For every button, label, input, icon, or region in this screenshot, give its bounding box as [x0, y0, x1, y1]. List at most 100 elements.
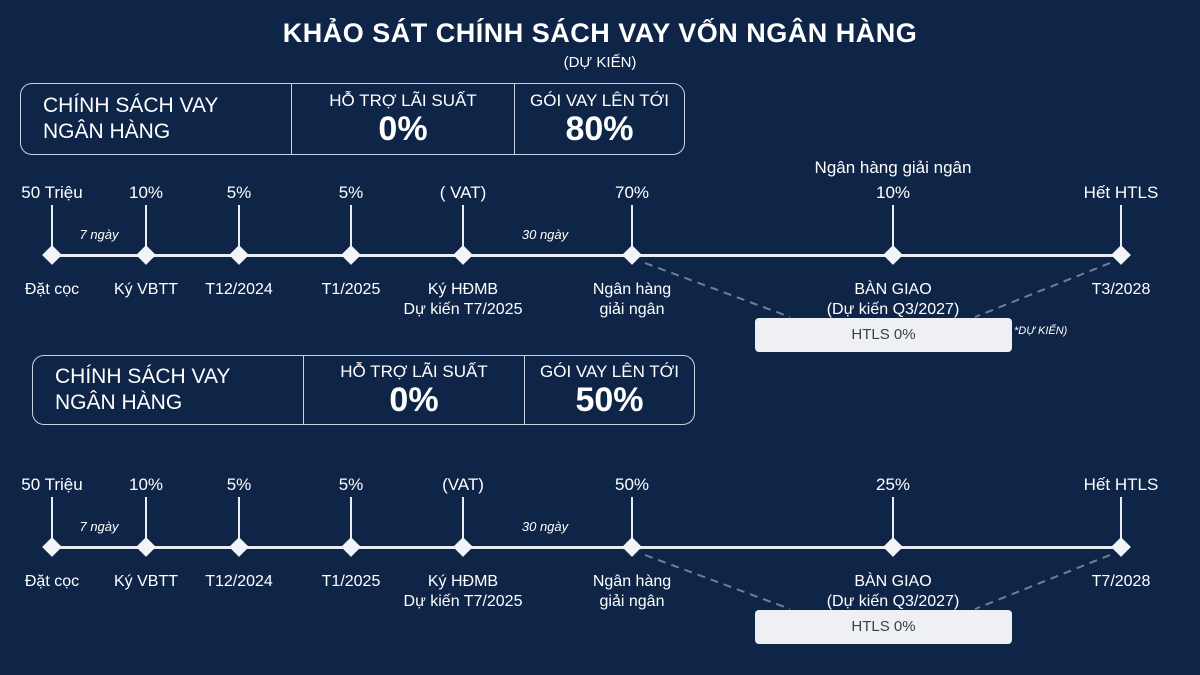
loan-package: GÓI VAY LÊN TỚI 80% [514, 84, 684, 154]
milestone-bottom-line: Ngân hàng [592, 573, 672, 590]
milestone-bottom-line: BÀN GIAO [854, 573, 932, 590]
milestone-bottom-line: (Dự kiến Q3/2027) [826, 301, 960, 318]
milestone-bottom-line: Đặt cọc [24, 573, 80, 590]
milestone-stem [462, 497, 464, 547]
milestone-bottom-label: T3/2028 [1092, 280, 1151, 300]
milestone-stem [462, 205, 464, 255]
milestone-bottom-label: T12/2024 [205, 280, 273, 300]
milestone-stem [238, 497, 240, 547]
milestone-stem [51, 497, 53, 547]
milestone-bottom-label: Ký HĐMB Dự kiến T7/2025 [404, 280, 523, 320]
milestone-top-label: 10% [128, 475, 164, 494]
milestone-bottom-line: T12/2024 [205, 573, 273, 590]
milestone-stem [631, 497, 633, 547]
milestone-top-label: 50% [614, 475, 650, 494]
milestone-bottom-line: T7/2028 [1091, 573, 1151, 590]
milestone-stem [631, 205, 633, 255]
milestone-top-label: 50 Triệu [21, 183, 83, 202]
milestone-bottom-line: T1/2025 [321, 281, 381, 298]
milestone-bottom-label: Ngân hàng giải ngân [593, 280, 671, 320]
htls-box: HTLS 0% [755, 318, 1012, 352]
milestone-top-extra: Ngân hàng giải ngân [814, 158, 972, 177]
dashed-line [974, 554, 1111, 610]
dashed-line [974, 262, 1111, 318]
policy-box: CHÍNH SÁCH VAY NGÂN HÀNG HỖ TRỢ LÃI SUẤT 0%… [32, 355, 695, 425]
milestone-bottom-line: Đặt cọc [24, 281, 80, 298]
milestone-stem [350, 205, 352, 255]
milestone-top-label: 25% [875, 475, 911, 494]
milestone-top-label: 70% [614, 183, 650, 202]
interest-support: HỖ TRỢ LÃI SUẤT 0% [303, 356, 524, 424]
gap-30-days: 30 ngày [521, 519, 569, 534]
milestone-top-label: 5% [338, 183, 364, 202]
timeline-line [52, 546, 1121, 549]
loan-package: GÓI VAY LÊN TỚI 50% [524, 356, 694, 424]
page-title: KHẢO SÁT CHÍNH SÁCH VAY VỐN NGÂN HÀNG [282, 18, 918, 48]
loan-package-label: GÓI VAY LÊN TỚI [530, 91, 669, 110]
policy-title: CHÍNH SÁCH VAY NGÂN HÀNG [21, 84, 291, 154]
milestone-stem [51, 205, 53, 255]
milestone-bottom-line: Ký HĐMB [427, 281, 499, 298]
milestone-bottom-line: Ký VBTT [113, 573, 179, 590]
milestone-bottom-line: Dự kiến T7/2025 [403, 593, 523, 610]
milestone-bottom-label: T1/2025 [322, 280, 381, 300]
milestone-bottom-label: Ký VBTT [114, 572, 178, 592]
milestone-bottom-line: Ngân hàng [592, 281, 672, 298]
milestone-bottom-line: Ký VBTT [113, 281, 179, 298]
dashed-line [644, 262, 791, 318]
milestone-bottom-label: Ngân hàng giải ngân [593, 572, 671, 612]
interest-support-label: HỖ TRỢ LÃI SUẤT [340, 362, 488, 381]
milestone-top-label: 5% [226, 183, 252, 202]
milestone-top-label: 10% [128, 183, 164, 202]
interest-support-value: 0% [378, 110, 428, 148]
interest-support: HỖ TRỢ LÃI SUẤT 0% [291, 84, 514, 154]
milestone-bottom-line: T12/2024 [205, 281, 273, 298]
timeline-line [52, 254, 1121, 257]
milestone-bottom-label: Đặt cọc [25, 572, 79, 592]
milestone-bottom-line: Ký HĐMB [427, 573, 499, 590]
htls-box: HTLS 0% [755, 610, 1012, 644]
milestone-stem [1120, 497, 1122, 547]
milestone-top-label: Hết HTLS [1083, 475, 1159, 494]
milestone-bottom-line: Dự kiến T7/2025 [403, 301, 523, 318]
policy-title: CHÍNH SÁCH VAY NGÂN HÀNG [33, 356, 303, 424]
milestone-top-label: 10% [875, 183, 911, 202]
milestone-bottom-line: (Dự kiến Q3/2027) [826, 593, 960, 610]
gap-7-days: 7 ngày [79, 519, 119, 534]
interest-support-label: HỖ TRỢ LÃI SUẤT [329, 91, 477, 110]
policy-title-line: CHÍNH SÁCH VAY [55, 365, 231, 388]
milestone-bottom-label: T12/2024 [205, 572, 273, 592]
milestone-bottom-line: giải ngân [599, 301, 665, 318]
milestone-bottom-line: T1/2025 [321, 573, 381, 590]
milestone-stem [892, 205, 894, 255]
dashed-line [644, 554, 791, 610]
expected-note: *DỰ KIẾN) [1014, 325, 1068, 337]
milestone-bottom-line: T3/2028 [1091, 281, 1151, 298]
policy-title-line: CHÍNH SÁCH VAY [43, 94, 219, 117]
milestone-stem [892, 497, 894, 547]
loan-package-value: 50% [575, 381, 644, 419]
milestone-top-label: ( VAT) [439, 183, 487, 202]
policy-box: CHÍNH SÁCH VAY NGÂN HÀNG HỖ TRỢ LÃI SUẤT 0%… [20, 83, 685, 155]
milestone-top-label: 5% [226, 475, 252, 494]
milestone-stem [350, 497, 352, 547]
loan-package-value: 80% [565, 110, 634, 148]
milestone-bottom-line: giải ngân [599, 593, 665, 610]
milestone-stem [238, 205, 240, 255]
milestone-bottom-label: T7/2028 [1092, 572, 1151, 592]
milestone-top-label: 5% [338, 475, 364, 494]
milestone-stem [145, 497, 147, 547]
milestone-bottom-label: Ký VBTT [114, 280, 178, 300]
milestone-bottom-label: BÀN GIAO (Dự kiến Q3/2027) [827, 572, 960, 612]
milestone-stem [145, 205, 147, 255]
interest-support-value: 0% [389, 381, 439, 419]
milestone-top-label: Hết HTLS [1083, 183, 1159, 202]
gap-7-days: 7 ngày [79, 227, 119, 242]
gap-30-days: 30 ngày [521, 227, 569, 242]
milestone-bottom-label: BÀN GIAO (Dự kiến Q3/2027) [827, 280, 960, 320]
milestone-bottom-line: BÀN GIAO [854, 281, 932, 298]
page-subtitle: (DỰ KIẾN) [563, 54, 637, 71]
milestone-bottom-label: T1/2025 [322, 572, 381, 592]
